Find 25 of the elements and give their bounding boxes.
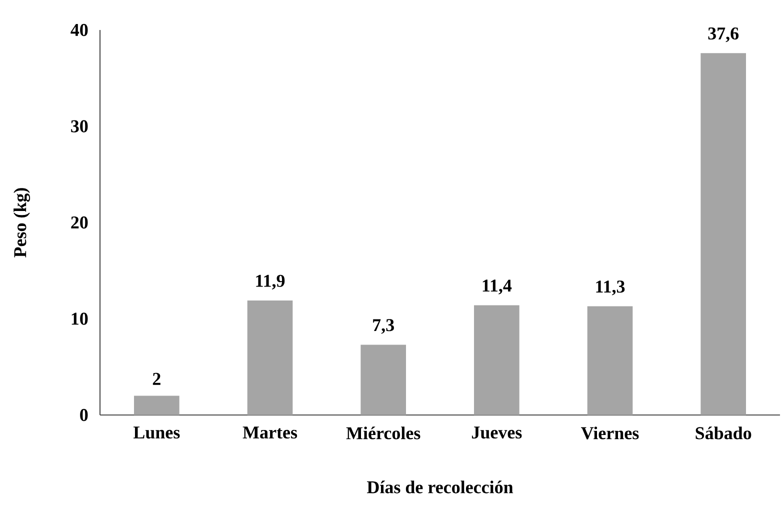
bar	[360, 344, 406, 415]
data-label: 11,3	[596, 280, 625, 296]
bar	[134, 396, 180, 415]
bar	[700, 53, 746, 415]
data-label: 11,9	[256, 274, 285, 290]
x-tick-label: Miércoles	[346, 426, 420, 440]
bar	[474, 305, 520, 415]
y-tick-label: 10	[72, 312, 88, 325]
data-label: 7,3	[373, 319, 394, 334]
bar	[587, 306, 633, 415]
y-tick-label: 20	[71, 216, 88, 229]
x-tick-label: Jueves	[472, 426, 522, 439]
y-tick-label: 30	[71, 120, 88, 132]
y-tick-label: 40	[70, 24, 88, 36]
x-tick-label: Viernes	[581, 426, 639, 440]
data-label: 2	[152, 372, 160, 385]
x-tick-label: Martes	[242, 426, 298, 439]
data-label: 11,4	[482, 280, 512, 294]
x-axis-title: Días de recolección	[367, 480, 514, 494]
x-tick-label: Lunes	[133, 426, 180, 439]
x-tick-label: Sábado	[696, 426, 752, 440]
y-axis-title: Peso (kg)	[14, 188, 30, 258]
y-tick-label: 0	[80, 408, 88, 422]
bar	[247, 300, 293, 415]
data-label: 37,6	[708, 27, 739, 42]
